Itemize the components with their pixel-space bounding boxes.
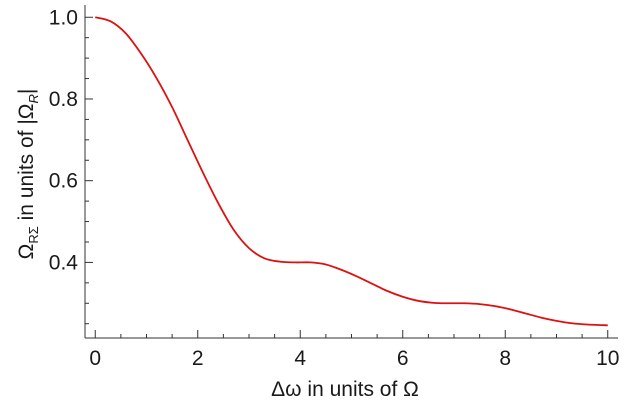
x-tick-label: 4 (294, 347, 306, 370)
y-label-abs-open: | (15, 119, 38, 124)
y-label-middle-text: in units of (15, 125, 38, 227)
y-tick-label: 0.8 (49, 88, 78, 111)
series-layer (95, 16, 608, 327)
x-tick-label: 6 (397, 347, 409, 370)
y-label-symbol-subscript: R (26, 94, 41, 103)
y-label-omega-subscript: RΣ (26, 226, 41, 243)
x-tick-label: 8 (499, 347, 511, 370)
y-label-symbol: Ω (15, 103, 38, 119)
y-axis-ticks: 0.4 0.6 0.8 1.0 (49, 6, 93, 325)
y-label-abs-close: | (15, 89, 38, 94)
x-tick-label: 2 (192, 347, 204, 370)
x-tick-label: 0 (89, 347, 101, 370)
series-line (95, 16, 608, 327)
y-tick-label: 0.4 (49, 251, 79, 274)
y-label-omega: Ω (15, 244, 38, 260)
x-tick-label: 10 (596, 347, 619, 370)
x-axis-label: Δω in units of Ω (271, 378, 419, 401)
y-tick-label: 1.0 (49, 6, 78, 29)
x-axis-ticks: 0 2 4 6 8 10 (89, 330, 619, 370)
y-tick-label: 0.6 (49, 170, 78, 193)
y-axis-label: ΩRΣ in units of |ΩR| (15, 89, 41, 260)
